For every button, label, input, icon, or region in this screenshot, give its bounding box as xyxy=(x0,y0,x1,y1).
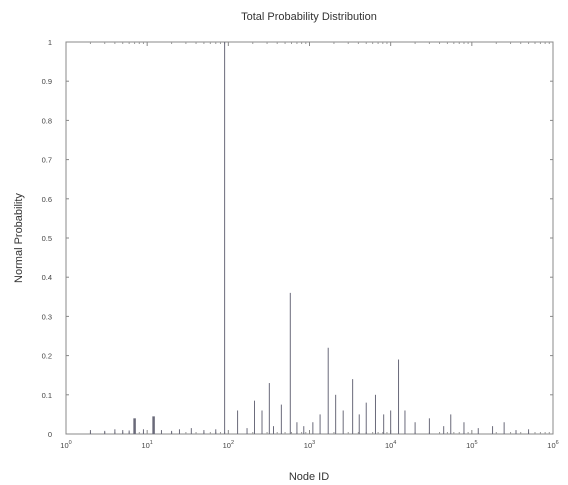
y-tick-label: 1 xyxy=(48,38,52,47)
x-tick-label: 106 xyxy=(547,440,558,450)
y-tick-label: 0.4 xyxy=(42,273,52,282)
y-axis-ticks: 0 0.1 0.2 0.3 0.4 0.5 0.6 0.7 0.8 0.9 1 xyxy=(42,38,553,439)
x-tick-label: 105 xyxy=(466,440,477,450)
plot-frame xyxy=(65,41,554,435)
y-tick-label: 0.3 xyxy=(42,312,52,321)
y-tick-label: 0.5 xyxy=(42,234,52,243)
x-tick-label: 104 xyxy=(385,440,396,450)
y-tick-label: 0.8 xyxy=(42,116,52,125)
x-tick-label: 101 xyxy=(141,440,152,450)
y-axis-label: Normal Probability xyxy=(13,193,25,283)
y-tick-label: 0 xyxy=(48,430,52,439)
y-tick-label: 0.9 xyxy=(42,77,52,86)
y-tick-label: 0.6 xyxy=(42,195,52,204)
x-axis-ticks: 100 101 102 103 104 105 106 xyxy=(60,42,559,450)
x-axis-label: Node ID xyxy=(289,471,329,483)
chart-title: Total Probability Distribution xyxy=(241,11,377,23)
y-tick-label: 0.1 xyxy=(42,391,52,400)
y-tick-label: 0.7 xyxy=(42,156,52,165)
x-tick-label: 102 xyxy=(223,440,234,450)
data-bars xyxy=(89,42,530,434)
x-tick-label: 103 xyxy=(304,440,315,450)
y-tick-label: 0.2 xyxy=(42,352,52,361)
x-tick-label: 100 xyxy=(60,440,71,450)
